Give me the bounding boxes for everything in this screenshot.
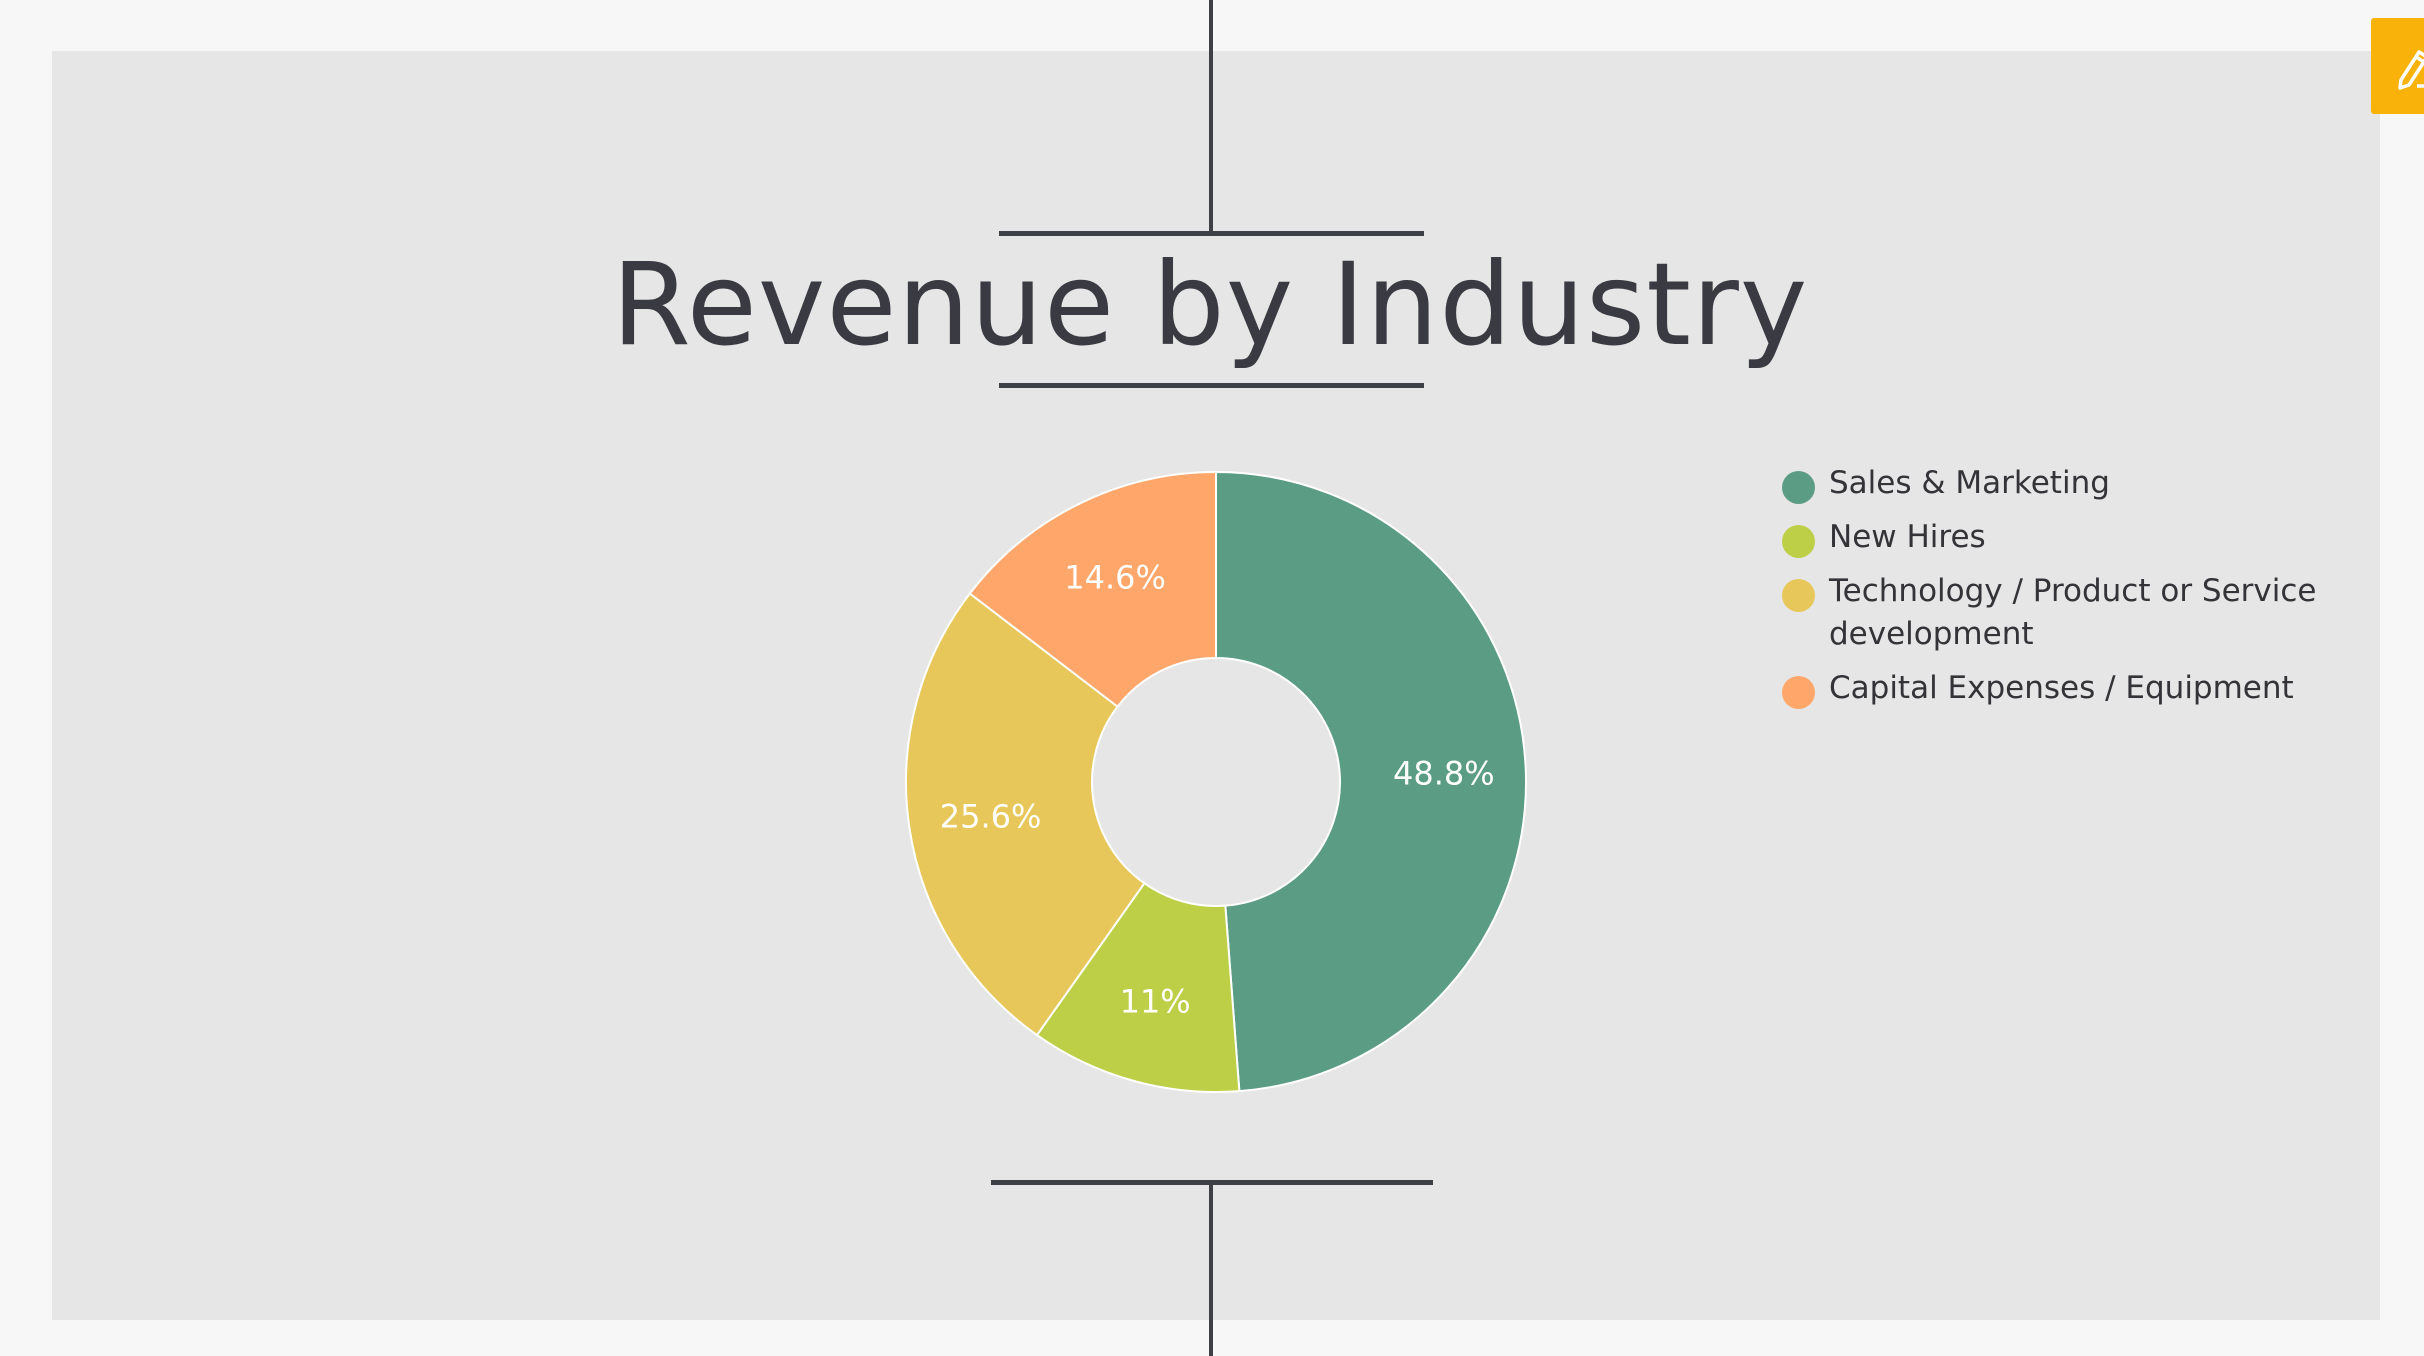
legend-label-3: Capital Expenses / Equipment: [1829, 670, 2294, 706]
legend-item-2: Technology / Product or Service developm…: [1782, 570, 2342, 656]
slide-background: [52, 51, 2380, 1320]
legend-swatch-2: [1782, 579, 1815, 612]
decorative-vertical-line-bottom: [1209, 1182, 1213, 1356]
donut-slice-2: [905, 592, 1146, 1037]
slice-value-label-1: 11%: [1120, 983, 1191, 1021]
decorative-rule-above-title: [999, 231, 1424, 236]
legend-label-0: Sales & Marketing: [1829, 465, 2110, 501]
edit-button[interactable]: [2371, 18, 2424, 114]
slice-value-label-2: 25.6%: [940, 797, 1042, 835]
legend-item-0: Sales & Marketing: [1782, 462, 2342, 505]
donut-slice-0: [1215, 470, 1527, 1093]
legend-swatch-3: [1782, 676, 1815, 709]
chart-title: Revenue by Industry: [611, 238, 1809, 371]
pencil-edit-icon: [2398, 50, 2424, 90]
legend-item-3: Capital Expenses / Equipment: [1782, 667, 2342, 710]
chart-legend: Sales & Marketing New Hires Technology / P…: [1782, 462, 2342, 721]
legend-label-2: Technology / Product or Service developm…: [1829, 573, 2317, 652]
legend-swatch-0: [1782, 471, 1815, 504]
legend-label-1: New Hires: [1829, 519, 1986, 555]
donut-slice-1: [1035, 881, 1241, 1093]
slice-value-label-0: 48.8%: [1393, 754, 1495, 792]
decorative-vertical-line-top: [1209, 0, 1213, 233]
donut-slice-3: [968, 470, 1217, 709]
decorative-rule-below-title: [999, 383, 1424, 388]
slice-value-label-3: 14.6%: [1064, 559, 1166, 597]
legend-swatch-1: [1782, 525, 1815, 558]
legend-item-1: New Hires: [1782, 516, 2342, 559]
